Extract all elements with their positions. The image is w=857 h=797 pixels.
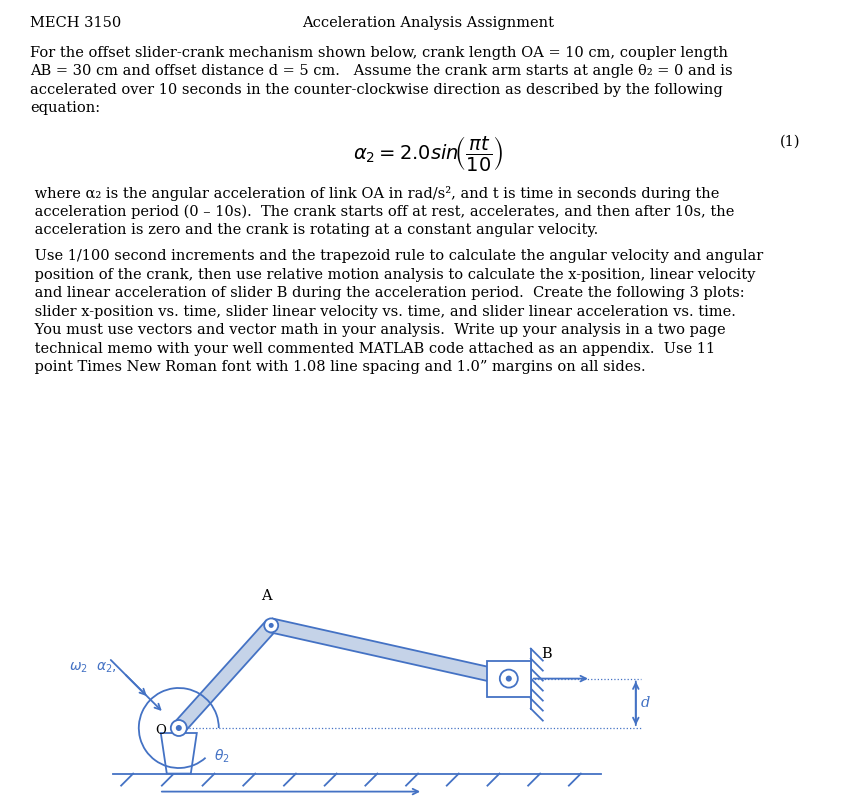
Text: acceleration period (0 – 10s).  The crank starts off at rest, accelerates, and t: acceleration period (0 – 10s). The crank… (30, 205, 734, 219)
Text: You must use vectors and vector math in your analysis.  Write up your analysis i: You must use vectors and vector math in … (30, 323, 726, 337)
Text: technical memo with your well commented MATLAB code attached as an appendix.  Us: technical memo with your well commented … (30, 342, 715, 355)
Text: Use 1/100 second increments and the trapezoid rule to calculate the angular velo: Use 1/100 second increments and the trap… (30, 249, 764, 263)
Polygon shape (270, 618, 510, 685)
Circle shape (506, 676, 512, 681)
Text: d: d (641, 697, 650, 710)
Polygon shape (161, 733, 197, 774)
Polygon shape (174, 621, 277, 732)
Text: For the offset slider-crank mechanism shown below, crank length OA = 10 cm, coup: For the offset slider-crank mechanism sh… (30, 45, 728, 60)
Circle shape (176, 725, 182, 731)
Circle shape (500, 669, 518, 688)
Text: acceleration is zero and the crank is rotating at a constant angular velocity.: acceleration is zero and the crank is ro… (30, 223, 598, 238)
Text: equation:: equation: (30, 101, 100, 115)
Text: slider x-position vs. time, slider linear velocity vs. time, and slider linear a: slider x-position vs. time, slider linea… (30, 304, 736, 319)
Text: Acceleration Analysis Assignment: Acceleration Analysis Assignment (302, 16, 554, 30)
Circle shape (171, 720, 187, 736)
Text: B: B (541, 646, 551, 661)
Bar (487, 661, 530, 697)
Text: O: O (155, 724, 166, 737)
Text: MECH 3150: MECH 3150 (30, 16, 121, 30)
Text: $\alpha_2 = 2.0sin\!\left(\dfrac{\pi t}{10}\right)$: $\alpha_2 = 2.0sin\!\left(\dfrac{\pi t}{… (353, 135, 503, 174)
Circle shape (269, 623, 273, 628)
Circle shape (264, 618, 279, 632)
Text: A: A (261, 590, 272, 603)
Text: point Times New Roman font with 1.08 line spacing and 1.0” margins on all sides.: point Times New Roman font with 1.08 lin… (30, 360, 645, 374)
Text: $\theta_2$: $\theta_2$ (213, 748, 230, 765)
Text: (1): (1) (780, 135, 800, 148)
Text: AB = 30 cm and offset distance d = 5 cm.   Assume the crank arm starts at angle : AB = 30 cm and offset distance d = 5 cm.… (30, 64, 733, 78)
Text: and linear acceleration of slider B during the acceleration period.  Create the : and linear acceleration of slider B duri… (30, 286, 745, 300)
Text: position of the crank, then use relative motion analysis to calculate the x-posi: position of the crank, then use relative… (30, 268, 755, 281)
Text: accelerated over 10 seconds in the counter-clockwise direction as described by t: accelerated over 10 seconds in the count… (30, 83, 722, 96)
Text: where α₂ is the angular acceleration of link OA in rad/s², and t is time in seco: where α₂ is the angular acceleration of … (30, 186, 719, 201)
Text: $\omega_2$  $\alpha_2,$: $\omega_2$ $\alpha_2,$ (69, 661, 117, 675)
